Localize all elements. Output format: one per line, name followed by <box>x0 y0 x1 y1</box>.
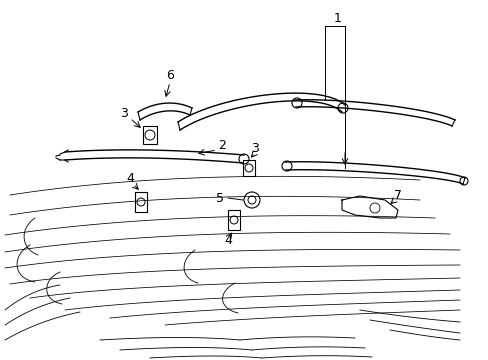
Text: 4: 4 <box>126 171 134 185</box>
Text: 3: 3 <box>250 141 259 154</box>
Bar <box>227 210 240 230</box>
Text: 6: 6 <box>166 68 174 81</box>
Bar <box>142 126 157 144</box>
Text: 5: 5 <box>216 192 224 204</box>
Bar <box>135 192 147 212</box>
Text: 7: 7 <box>393 189 401 202</box>
Text: 2: 2 <box>218 139 225 152</box>
Text: 4: 4 <box>224 234 231 247</box>
Bar <box>243 160 254 176</box>
Text: 3: 3 <box>120 107 128 120</box>
Text: 1: 1 <box>333 12 341 24</box>
